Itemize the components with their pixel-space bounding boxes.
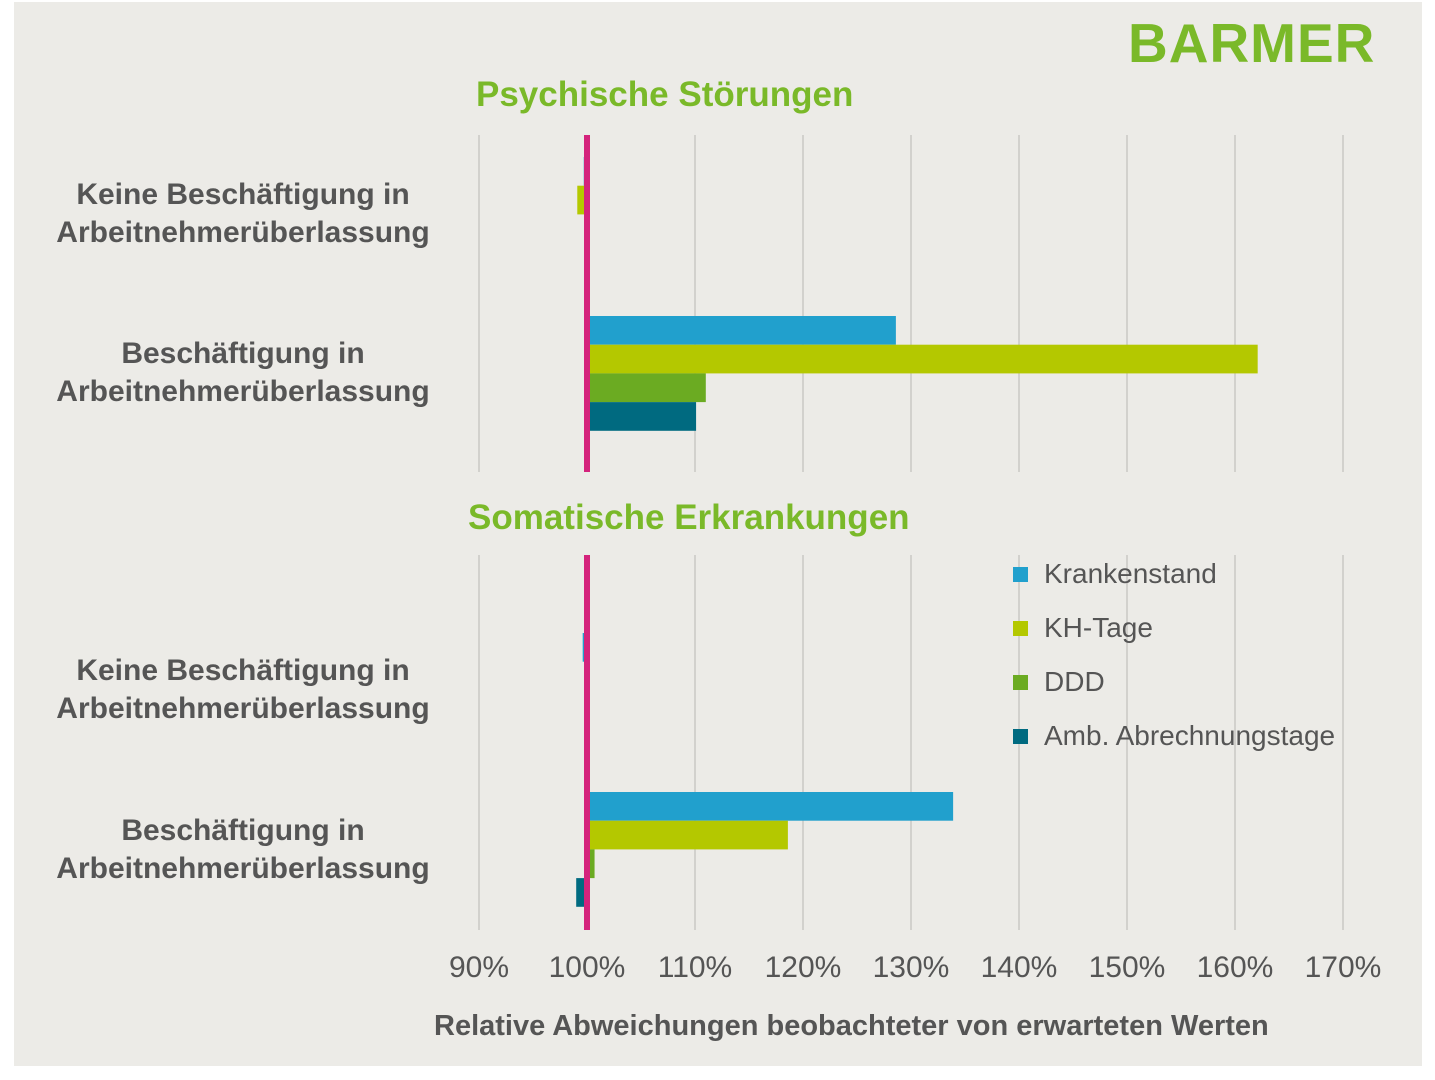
panel-title-somatische-erkrankungen: Somatische Erkrankungen [468, 498, 910, 537]
bar-amb-abrechnungstage [587, 402, 697, 431]
bar-kh-tage [587, 820, 788, 850]
bar-ddd [587, 373, 706, 403]
category-label-line: Beschäftigung in [121, 814, 365, 847]
legend-label: Krankenstand [1044, 558, 1217, 589]
legend-swatch [1013, 567, 1028, 582]
x-tick-label: 120% [764, 951, 842, 984]
legend-label: Amb. Abrechnungstage [1044, 720, 1336, 751]
legend-swatch [1013, 729, 1028, 744]
bar-krankenstand [587, 316, 896, 345]
category-label-line: Arbeitnehmerüberlassung [56, 216, 430, 249]
category-label-beschaeftigung-psych: Beschäftigung in Arbeitnehmerüberlassung [28, 335, 458, 411]
chart-panel [14, 2, 1422, 1066]
category-label-line: Arbeitnehmerüberlassung [56, 375, 430, 408]
category-label-line: Keine Beschäftigung in [76, 654, 410, 687]
category-label-keine-beschaeftigung-psych: Keine Beschäftigung in Arbeitnehmerüberl… [28, 176, 458, 252]
category-label-keine-beschaeftigung-som: Keine Beschäftigung in Arbeitnehmerüberl… [28, 652, 458, 728]
x-tick-label: 150% [1088, 951, 1166, 984]
barmer-logo: BARMER [1128, 12, 1376, 74]
legend-label: KH-Tage [1044, 612, 1153, 643]
category-label-line: Arbeitnehmerüberlassung [56, 692, 430, 725]
bar-kh-tage [577, 185, 587, 215]
x-tick-label: 170% [1304, 951, 1382, 984]
x-tick-label: 140% [980, 951, 1058, 984]
category-label-line: Keine Beschäftigung in [76, 178, 410, 211]
category-label-beschaeftigung-som: Beschäftigung in Arbeitnehmerüberlassung [28, 812, 458, 888]
legend-swatch [1013, 621, 1028, 636]
panel-title-psychische-stoerungen: Psychische Störungen [476, 75, 854, 114]
legend-swatch [1013, 675, 1028, 690]
bar-krankenstand [587, 792, 954, 821]
category-label-line: Beschäftigung in [121, 337, 365, 370]
bar-ddd [587, 849, 595, 879]
bar-kh-tage [587, 344, 1258, 374]
x-tick-label: 110% [657, 951, 733, 984]
bar-amb-abrechnungstage [576, 878, 587, 907]
x-tick-label: 100% [548, 951, 626, 984]
category-label-line: Arbeitnehmerüberlassung [56, 852, 430, 885]
x-tick-label: 160% [1196, 951, 1274, 984]
x-tick-label: 90% [448, 951, 510, 984]
x-axis-title: Relative Abweichungen beobachteter von e… [434, 1010, 1269, 1042]
legend-label: DDD [1044, 666, 1105, 697]
x-tick-label: 130% [872, 951, 950, 984]
